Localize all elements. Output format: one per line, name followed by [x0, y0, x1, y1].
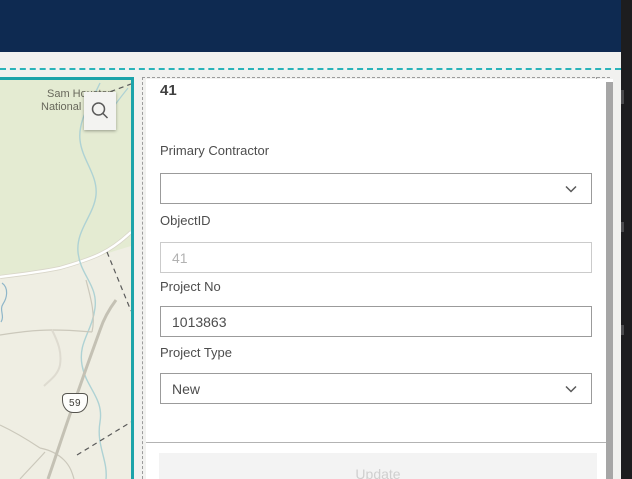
feature-title: 41: [160, 82, 177, 99]
map-label-forest-line2: National: [41, 101, 82, 113]
window-edge-strip: [621, 0, 632, 479]
edge-notch: [621, 325, 624, 335]
form-footer-divider: [146, 442, 613, 443]
field-label-project-type: Project Type: [160, 345, 233, 360]
search-icon: [91, 102, 109, 119]
project-type-select[interactable]: New: [160, 373, 592, 404]
edge-notch: [621, 90, 624, 104]
chevron-down-icon: [565, 385, 577, 393]
form-widget-outline-top: [142, 77, 610, 78]
field-label-project-no: Project No: [160, 279, 221, 294]
chevron-down-icon: [565, 185, 577, 193]
update-button[interactable]: Update: [159, 453, 597, 479]
map-search-button[interactable]: [84, 92, 116, 130]
highway-number: 59: [68, 397, 82, 409]
form-scrollbar[interactable]: [606, 82, 613, 479]
teal-dashed-guide: [0, 68, 621, 70]
field-label-objectid: ObjectID: [160, 213, 211, 228]
objectid-input: [160, 242, 592, 273]
us-highway-59-shield: 59: [62, 393, 88, 413]
update-button-label: Update: [355, 466, 401, 479]
project-type-value: New: [172, 380, 201, 397]
edge-notch: [621, 222, 624, 232]
project-no-input[interactable]: [160, 306, 592, 337]
form-widget-outline-left: [142, 77, 143, 479]
map-canvas[interactable]: [0, 80, 131, 479]
field-label-primary-contractor: Primary Contractor: [160, 143, 270, 158]
primary-contractor-select[interactable]: [160, 173, 592, 204]
top-navy-header-bar: [0, 0, 632, 52]
map-widget[interactable]: Sam Houston National 59: [0, 77, 134, 479]
edit-feature-form: 41 Primary Contractor ObjectID Project N…: [146, 79, 613, 479]
